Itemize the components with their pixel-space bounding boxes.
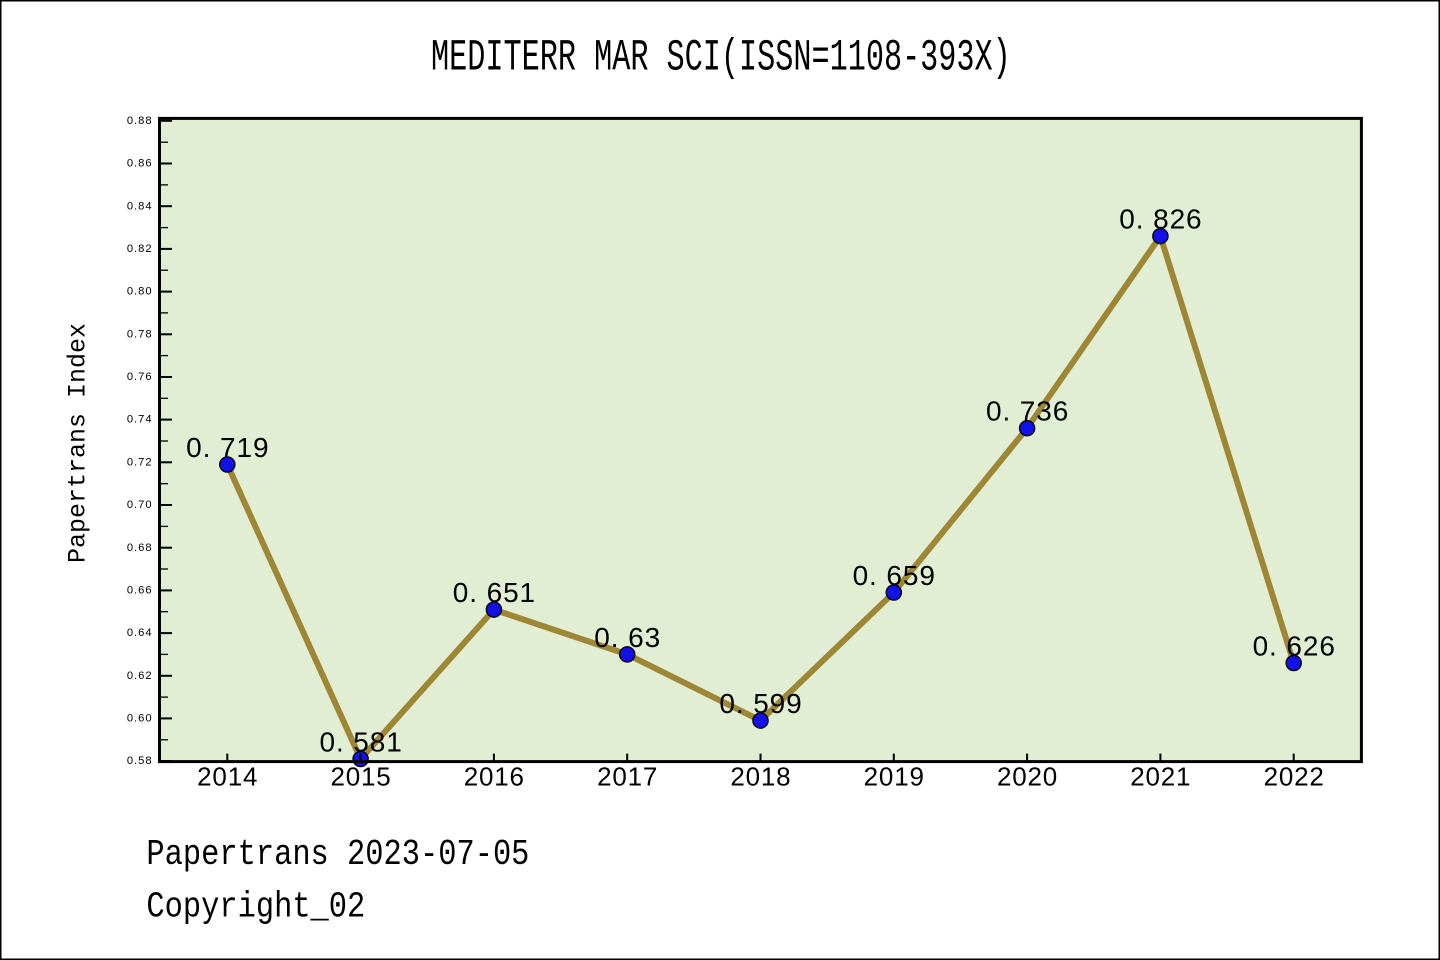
svg-text:MEDITERR MAR SCI(ISSN=1108-393: MEDITERR MAR SCI(ISSN=1108-393X)	[431, 33, 1011, 83]
svg-text:Papertrans Index: Papertrans Index	[64, 323, 93, 563]
svg-text:0.88: 0.88	[127, 115, 153, 127]
svg-text:0. 63: 0. 63	[594, 622, 661, 653]
svg-text:2022: 2022	[1264, 762, 1325, 792]
svg-text:0.58: 0.58	[127, 755, 153, 767]
svg-text:0.66: 0.66	[127, 585, 153, 597]
svg-text:0. 651: 0. 651	[453, 577, 536, 608]
svg-text:0. 659: 0. 659	[853, 560, 936, 591]
svg-text:2016: 2016	[464, 762, 525, 792]
svg-text:Papertrans 2023-07-05: Papertrans 2023-07-05	[146, 835, 529, 876]
svg-text:2015: 2015	[330, 762, 391, 792]
svg-text:0.70: 0.70	[127, 499, 153, 511]
svg-text:2021: 2021	[1130, 762, 1191, 792]
svg-text:0. 599: 0. 599	[719, 688, 802, 719]
svg-text:2020: 2020	[997, 762, 1058, 792]
svg-text:0. 719: 0. 719	[186, 432, 269, 463]
svg-text:0. 736: 0. 736	[986, 396, 1069, 427]
svg-text:0.82: 0.82	[127, 243, 153, 255]
svg-text:2018: 2018	[730, 762, 791, 792]
svg-text:2019: 2019	[864, 762, 925, 792]
svg-text:2017: 2017	[597, 762, 658, 792]
svg-text:0. 581: 0. 581	[319, 727, 402, 758]
svg-text:0.80: 0.80	[127, 286, 153, 298]
svg-text:0. 826: 0. 826	[1119, 204, 1202, 235]
svg-text:0.60: 0.60	[127, 713, 153, 725]
svg-text:0.62: 0.62	[127, 670, 153, 682]
svg-text:0.74: 0.74	[127, 414, 153, 426]
svg-text:0. 626: 0. 626	[1253, 631, 1336, 662]
svg-text:0.68: 0.68	[127, 542, 153, 554]
svg-text:Copyright_02: Copyright_02	[146, 887, 365, 928]
svg-text:0.76: 0.76	[127, 371, 153, 383]
svg-text:0.86: 0.86	[127, 158, 153, 170]
svg-text:0.72: 0.72	[127, 456, 153, 468]
svg-text:2014: 2014	[197, 762, 258, 792]
svg-text:0.64: 0.64	[127, 627, 153, 639]
svg-text:0.84: 0.84	[127, 200, 153, 212]
svg-text:0.78: 0.78	[127, 328, 153, 340]
